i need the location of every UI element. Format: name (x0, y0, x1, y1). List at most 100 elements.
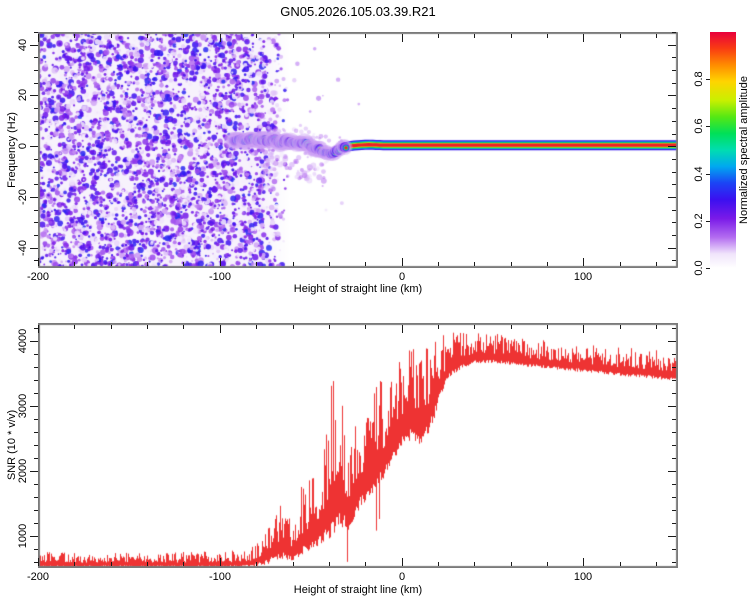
axis-tick (547, 562, 548, 566)
axis-tick (293, 325, 294, 329)
axis-tick (34, 367, 38, 368)
axis-tick (111, 262, 112, 266)
axis-tick (402, 558, 403, 566)
colorbar (710, 32, 736, 268)
axis-tick (672, 432, 676, 433)
axis-tick (30, 95, 38, 96)
axis-tick (183, 562, 184, 566)
axis-tick (30, 45, 38, 46)
axis-tick (620, 562, 621, 566)
axis-tick (34, 445, 38, 446)
axis-tick (668, 471, 676, 472)
axis-tick (34, 235, 38, 236)
axis-tick (668, 45, 676, 46)
axis-tick (620, 34, 621, 38)
axis-tick (34, 549, 38, 550)
axis-tick (672, 260, 676, 261)
axis-tick (30, 471, 38, 472)
axis-tick (706, 126, 710, 127)
axis-tick (547, 262, 548, 266)
axis-tick (402, 258, 403, 266)
axis-tick (34, 210, 38, 211)
axis-tick (147, 325, 148, 329)
axis-tick (672, 121, 676, 122)
axis-tick (220, 325, 221, 333)
axis-tick (34, 419, 38, 420)
axis-tick (111, 34, 112, 38)
axis-tick (583, 325, 584, 333)
axis-tick (511, 262, 512, 266)
axis-tick (34, 172, 38, 173)
snr-plot (38, 323, 678, 568)
tick-label: 40 (17, 38, 29, 52)
axis-tick (668, 95, 676, 96)
tick-label: -100 (208, 571, 232, 583)
axis-tick (329, 262, 330, 266)
axis-tick (402, 34, 403, 42)
axis-tick (34, 393, 38, 394)
axis-tick (30, 197, 38, 198)
axis-tick (474, 262, 475, 266)
axis-tick (672, 210, 676, 211)
axis-tick (547, 34, 548, 38)
tick-label: 4000 (17, 328, 29, 354)
axis-tick (672, 484, 676, 485)
axis-tick (474, 562, 475, 566)
tick-label: 0.6 (693, 118, 705, 135)
axis-tick (34, 134, 38, 135)
colorbar-title: Normalized spectral amplitude (738, 76, 750, 224)
axis-tick (329, 325, 330, 329)
axis-tick (438, 325, 439, 329)
axis-tick (34, 32, 38, 33)
axis-tick (74, 34, 75, 38)
axis-tick (365, 325, 366, 329)
axis-tick (672, 354, 676, 355)
axis-tick (329, 562, 330, 566)
axis-tick (38, 258, 39, 266)
axis-tick (706, 174, 710, 175)
tick-label: 3000 (17, 393, 29, 419)
tick-label: 100 (573, 571, 593, 583)
axis-tick (111, 325, 112, 329)
axis-tick (329, 34, 330, 38)
axis-tick (474, 325, 475, 329)
tick-label: -100 (208, 271, 232, 283)
axis-tick (672, 562, 676, 563)
axis-tick (183, 34, 184, 38)
axis-tick (672, 367, 676, 368)
axis-tick (34, 222, 38, 223)
axis-tick (34, 57, 38, 58)
axis-tick (147, 562, 148, 566)
spectrogram-x-axis-title: Height of straight line (km) (293, 283, 423, 295)
axis-tick (256, 325, 257, 329)
axis-tick (34, 83, 38, 84)
axis-tick (34, 184, 38, 185)
axis-tick (365, 34, 366, 38)
axis-tick (672, 134, 676, 135)
axis-tick (668, 197, 676, 198)
axis-tick (34, 380, 38, 381)
axis-tick (74, 562, 75, 566)
axis-tick (656, 262, 657, 266)
axis-tick (672, 523, 676, 524)
axis-tick (147, 34, 148, 38)
axis-tick (672, 57, 676, 58)
axis-tick (220, 558, 221, 566)
axis-tick (34, 432, 38, 433)
axis-tick (706, 268, 710, 269)
axis-tick (293, 34, 294, 38)
axis-tick (672, 184, 676, 185)
tick-label: 0.0 (693, 260, 705, 276)
axis-tick (668, 341, 676, 342)
axis-tick (672, 380, 676, 381)
axis-tick (30, 341, 38, 342)
axis-tick (293, 562, 294, 566)
axis-tick (30, 146, 38, 147)
axis-tick (365, 562, 366, 566)
axis-tick (672, 70, 676, 71)
axis-tick (583, 34, 584, 42)
axis-tick (656, 34, 657, 38)
axis-tick (34, 121, 38, 122)
axis-tick (402, 325, 403, 333)
